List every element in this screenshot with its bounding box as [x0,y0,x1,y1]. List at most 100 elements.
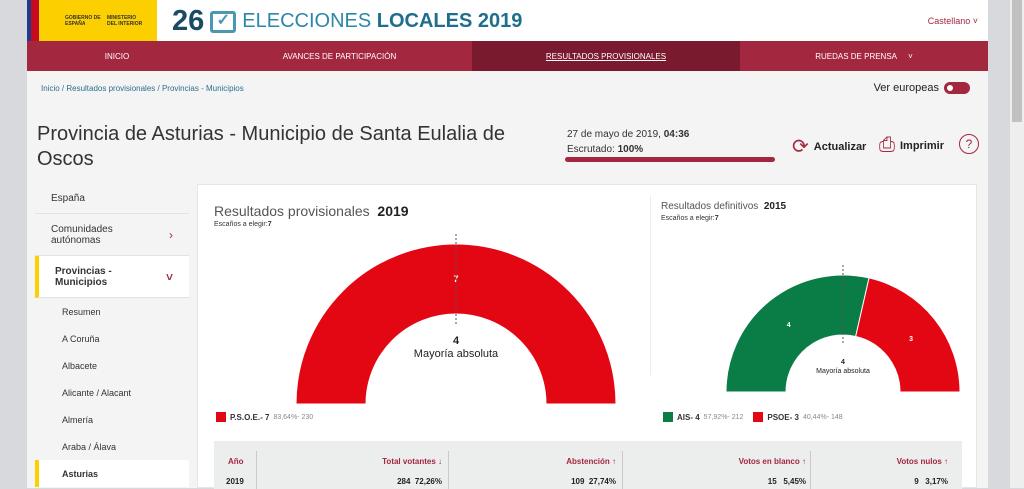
sidebar-item-asturias[interactable]: Asturias [35,460,189,487]
seat-label: 4 [787,322,791,329]
brand-title-b: LOCALES 2019 [376,10,523,32]
legend-party: AIS- 4 [677,412,700,422]
print-button[interactable]: ⎙ Imprimir [879,134,944,157]
cell-blanco: 15 5,45% [767,477,806,486]
participation-table: Año Total votantes ↓ Abstención ↑ Votos … [214,441,962,489]
cell-abstencion: 109 27,74% [571,477,616,486]
seats-label: Escaños a elegir: [214,221,268,228]
sidebar-item-araba[interactable]: Araba / Álava [35,433,189,460]
help-icon[interactable]: ? [959,134,979,154]
majority-label: Mayoría absoluta [816,368,870,375]
logo-text: GOBIERNO DE ESPAÑA [65,14,101,27]
update-info: 27 de mayo de 2019, 04:36 Escrutado: 100% [567,127,689,157]
divider [256,451,257,489]
seat-arc-ais[interactable] [725,274,870,393]
legend-stats: 40,44%- 148 [802,413,843,421]
legend-swatch [753,412,764,422]
chart-year: 2019 [377,203,409,219]
europeas-toggle[interactable] [944,82,970,94]
legend-item: AIS- 4 57,92%- 212 [663,412,743,422]
chart-title: Resultados provisionales [214,203,370,219]
majority-value: 4 [453,335,460,347]
divider [448,451,449,489]
page-title: Provincia de Asturias - Municipio de San… [37,123,506,170]
sidebar-item-provincias[interactable]: Provincias - Municipios ˅ [35,256,189,298]
time: 04:36 [663,129,690,140]
chart-title-2019: Resultados provisionales 2019 [214,203,409,219]
sidebar-item-a-coruna[interactable]: A Coruña [35,325,189,352]
legend-stats: 83,64%- 230 [273,413,314,421]
sidebar-label: España [51,193,85,204]
seats-2019: Escaños a elegir:7 [214,221,272,228]
col-header-blanco[interactable]: Votos en blanco ↑ [738,457,806,466]
chart-title: Resultados definitivos [661,201,759,212]
refresh-label: Actualizar [813,140,867,153]
checkbox-icon: ✓ [210,10,237,33]
chart-year: 2015 [763,201,787,212]
sidebar-label: Comunidades autónomas [51,223,113,246]
seat-arc-psoe[interactable] [855,277,961,393]
sidebar-item-almeria[interactable]: Almería [35,406,189,433]
cell-nulos: 9 3,17% [914,477,948,486]
legend-2015: AIS- 4 57,92%- 212 PSOE- 3 40,44%- 148 [663,412,849,422]
col-header-nulos[interactable]: Votos nulos ↑ [896,457,948,466]
seat-arc-psoe[interactable] [295,243,617,405]
refresh-icon: ⟳ [792,136,809,158]
legend-2019: P.S.O.E.- 7 83,64%- 230 [216,412,319,422]
brand-title-a: ELECCIONES [242,10,372,32]
nav-ruedas[interactable]: RUEDAS DE PRENSA ˅ [815,51,913,61]
seats-label: Escaños a elegir: [661,215,715,222]
divider [622,451,623,489]
printer-icon: ⎙ [879,134,895,156]
escrutado-progress-bar [565,157,775,162]
language-label: Castellano [927,16,971,26]
legend-item: PSOE- 3 40,44%- 148 [753,412,843,422]
sidebar-item-albacete[interactable]: Albacete [35,352,189,379]
col-header-abstencion[interactable]: Abstención ↑ [566,457,616,466]
sidebar: España Comunidades autónomas › Provincias… [35,184,189,487]
nav-resultados[interactable]: RESULTADOS PROVISIONALES [472,41,740,71]
brand-title: ELECCIONES LOCALES 2019 [242,10,522,33]
main-nav: INICIO AVANCES DE PARTICIPACIÓN RESULTAD… [27,41,988,71]
sidebar-label: Provincias - Municipios [55,265,112,288]
sidebar-item-espana[interactable]: España [35,184,189,214]
legend-stats: 57,92%- 212 [703,413,744,421]
divider [810,451,811,489]
sidebar-item-alicante[interactable]: Alicante / Alacant [35,379,189,406]
print-label: Imprimir [900,139,945,152]
seats-value: 7 [267,221,272,228]
escrutado-label: Escrutado: [567,144,618,155]
ver-europeas-label: Ver europeas [873,82,939,94]
scrollbar[interactable] [1010,0,1024,488]
majority-value: 4 [841,359,845,366]
elections-brand[interactable]: 26 ✓ ELECCIONES LOCALES 2019 [172,5,522,38]
ver-europeas[interactable]: Ver europeas [874,82,970,94]
flag-icon [27,0,39,41]
legend-party: PSOE- 3 [767,412,799,422]
chevron-right-icon: › [169,227,173,242]
logo-text: MINISTERIO DEL INTERIOR [107,14,143,27]
majority-label: Mayoría absoluta [414,348,499,360]
cell-ano: 2019 [226,477,244,486]
government-logo[interactable]: GOBIERNO DE ESPAÑA MINISTERIO DEL INTERIO… [27,0,157,41]
seats-2015: Escaños a elegir:7 [661,215,719,222]
col-header-total-votantes[interactable]: Total votantes ↓ [382,457,442,466]
seat-label: 3 [909,336,913,343]
chart-title-2015: Resultados definitivos 2015 [661,201,786,212]
breadcrumb[interactable]: Inicio / Resultados provisionales / Prov… [41,84,244,93]
chevron-down-icon: ˅ [165,269,173,284]
nav-avances[interactable]: AVANCES DE PARTICIPACIÓN [282,51,397,61]
brand-number: 26 [172,5,205,37]
seats-value: 7 [714,215,719,222]
refresh-button[interactable]: ⟳ Actualizar [792,134,866,159]
scrollbar-thumb[interactable] [1012,0,1022,122]
sidebar-item-comunidades[interactable]: Comunidades autónomas › [35,214,189,256]
col-header-ano[interactable]: Año [228,457,244,466]
results-panel: Resultados provisionales 2019 Escaños a … [197,184,977,489]
sidebar-item-resumen[interactable]: Resumen [35,298,189,325]
top-bar: GOBIERNO DE ESPAÑA MINISTERIO DEL INTERIO… [27,0,988,41]
language-select[interactable]: Castellano ˅ [927,16,978,26]
legend-swatch [216,412,226,422]
nav-inicio[interactable]: INICIO [104,51,130,61]
legend-item: P.S.O.E.- 7 83,64%- 230 [216,412,313,422]
